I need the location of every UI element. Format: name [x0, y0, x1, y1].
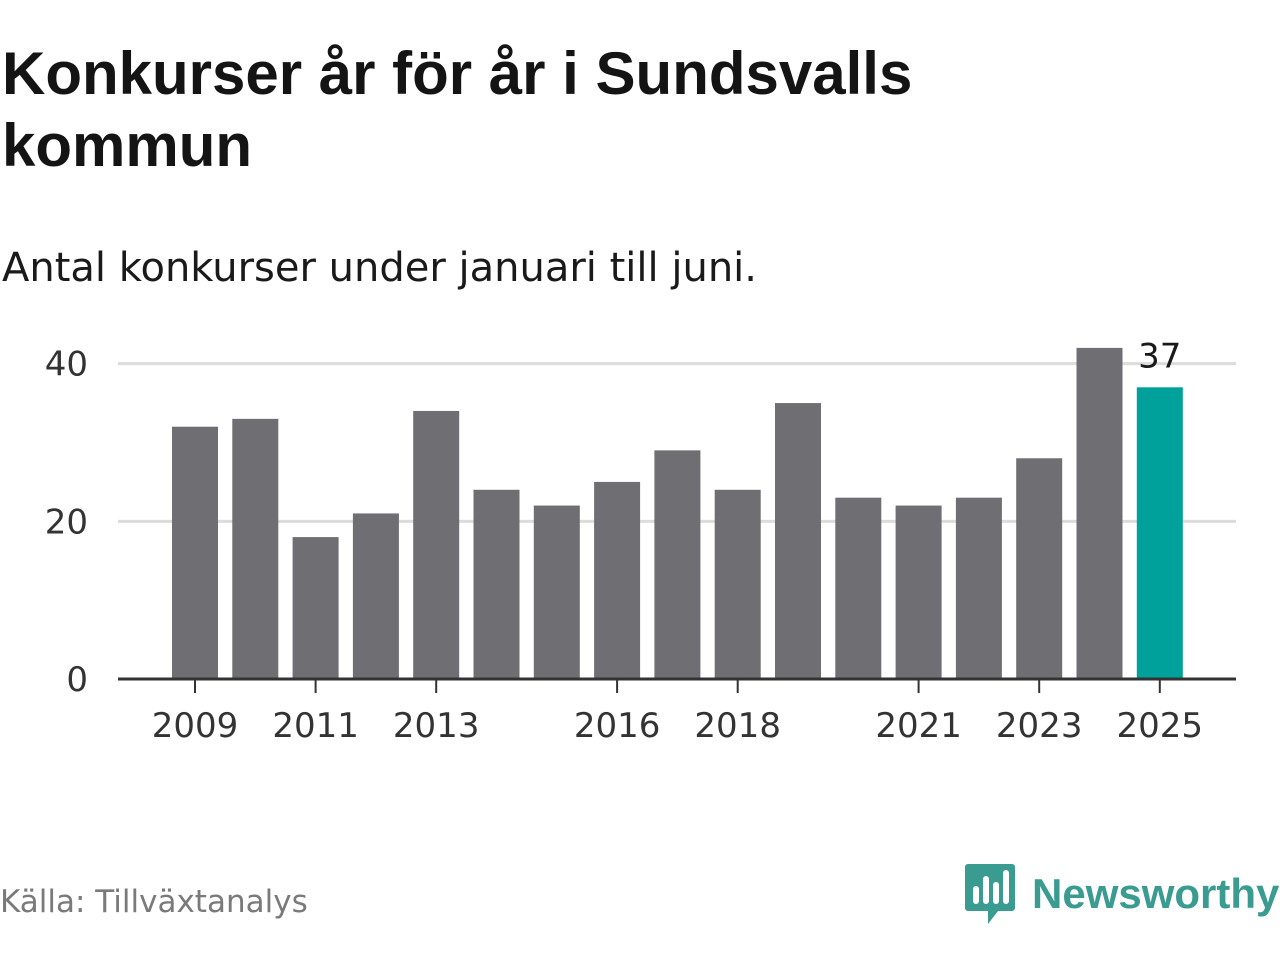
chart-speech-bubble-icon	[965, 864, 1015, 924]
x-tick-label: 2011	[272, 706, 359, 746]
brand-logo: Newsworthy	[964, 862, 1279, 926]
bars	[172, 347, 1183, 679]
bar-2010	[232, 418, 279, 679]
bar-2023	[1016, 458, 1063, 679]
data-label-2025: 37	[1138, 340, 1181, 376]
bar-2019	[775, 403, 821, 679]
chart-subtitle: Antal konkurser under januari till juni.	[2, 245, 757, 291]
bar-2024	[1076, 347, 1123, 679]
bar-2012	[352, 513, 399, 679]
bar-2013	[413, 410, 460, 679]
chart-title: Konkurser år för år i Sundsvalls kommun	[2, 40, 913, 179]
x-tick-label: 2009	[152, 706, 239, 746]
bar-2017	[654, 450, 701, 679]
bar-2025	[1136, 387, 1183, 679]
y-tick-label: 0	[66, 660, 88, 700]
bar-2018	[714, 489, 761, 679]
x-tick-label: 2013	[393, 706, 480, 746]
brand-name: Newsworthy	[1032, 870, 1280, 917]
x-tick-label: 2018	[694, 706, 781, 746]
bar-2015	[533, 505, 580, 679]
bar-chart: 0 20 40 2009 2011 2013 2016 2018 2021 2023 2025 3…	[45, 340, 1236, 746]
x-tick-label: 2023	[996, 706, 1083, 746]
bar-2021	[895, 505, 942, 679]
source-note: Källa: Tillväxtanalys	[0, 884, 308, 920]
bar-2016	[594, 481, 641, 679]
bar-2020	[835, 497, 882, 679]
x-tick-label: 2016	[574, 706, 661, 746]
x-tick-label: 2025	[1117, 706, 1204, 746]
bar-2011	[292, 537, 339, 679]
x-tick-label: 2021	[875, 706, 962, 746]
y-tick-label: 20	[45, 502, 88, 542]
bar-2009	[172, 426, 218, 679]
bar-2014	[473, 489, 520, 679]
y-tick-label: 40	[45, 345, 88, 385]
y-axis-ticks: 0 20 40	[45, 345, 88, 700]
bar-2022	[955, 497, 1002, 679]
x-axis-ticks: 2009 2011 2013 2016 2018 2021 2023 2025	[152, 679, 1203, 746]
data-labels: 37	[1138, 340, 1181, 376]
